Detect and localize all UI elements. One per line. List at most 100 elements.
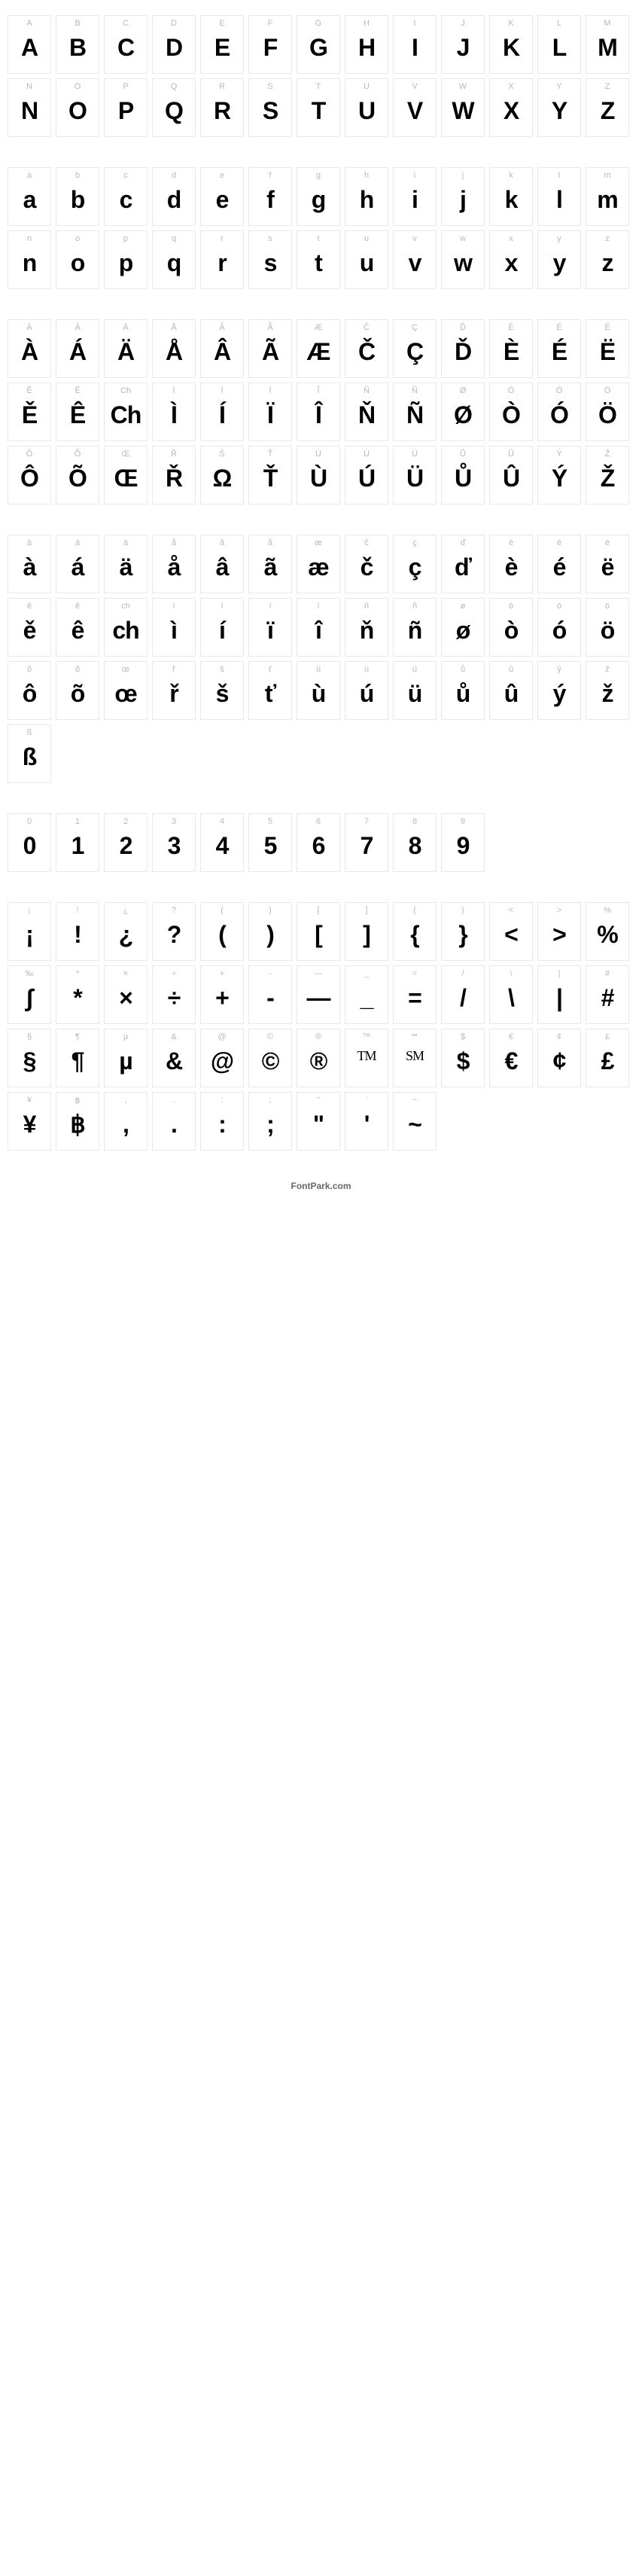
glyph-char: ß	[23, 745, 37, 769]
glyph-label: _	[364, 969, 369, 980]
glyph-cell: JJ	[441, 15, 485, 74]
glyph-label: Ú	[364, 450, 370, 460]
glyph-cell: ãã	[248, 535, 292, 593]
glyph-label: ®	[315, 1032, 321, 1043]
glyph-cell: ýý	[537, 661, 581, 720]
glyph-label: ë	[605, 538, 610, 549]
glyph-char: Ch	[111, 403, 141, 427]
glyph-cell: hh	[345, 167, 388, 226]
glyph-cell: ÛÛ	[489, 446, 533, 505]
glyph-char: w	[454, 251, 472, 275]
glyph-label: €	[509, 1032, 513, 1043]
glyph-cell: vv	[393, 230, 437, 289]
glyph-cell: ÕÕ	[56, 446, 99, 505]
glyph-cell: ++	[200, 965, 244, 1024]
glyph-char: S	[263, 99, 278, 123]
glyph-char: {	[410, 922, 418, 947]
glyph-cell: aa	[8, 167, 51, 226]
glyph-label: (	[221, 906, 224, 916]
glyph-label: Ò	[508, 386, 515, 397]
glyph-cell: ==	[393, 965, 437, 1024]
glyph-char: $	[457, 1049, 470, 1073]
glyph-char: 7	[361, 834, 373, 858]
glyph-char: Č	[358, 340, 375, 364]
glyph-cell: 55	[248, 813, 292, 872]
glyph-char: 3	[168, 834, 181, 858]
glyph-char: Ì	[171, 403, 177, 427]
glyph-label: p	[123, 234, 128, 245]
glyph-cell: ÃÃ	[248, 319, 292, 378]
glyph-label: Û	[508, 450, 514, 460]
glyph-char: ®	[310, 1049, 327, 1073]
glyph-label: ©	[267, 1032, 273, 1043]
glyph-cell: gg	[297, 167, 340, 226]
glyph-section-uppercase-accented: ÀÀÁÁÄÄÅÅÂÂÃÃÆÆČČÇÇĎĎÈÈÉÉËËĚĚÊÊChChÌÌÍÍÏÏ…	[8, 319, 634, 505]
glyph-cell: kk	[489, 167, 533, 226]
glyph-cell: ÖÖ	[586, 383, 629, 441]
glyph-cell: ÈÈ	[489, 319, 533, 378]
glyph-cell: ññ	[393, 598, 437, 657]
glyph-label: )	[269, 906, 272, 916]
glyph-label: +	[220, 969, 224, 980]
glyph-char: ¡	[26, 922, 33, 947]
glyph-cell: ee	[200, 167, 244, 226]
glyph-cell: ÉÉ	[537, 319, 581, 378]
glyph-cell: ))	[248, 902, 292, 961]
glyph-char: :	[218, 1112, 226, 1136]
glyph-cell: àà	[8, 535, 51, 593]
glyph-char: È	[504, 340, 519, 364]
glyph-label: '	[366, 1096, 367, 1106]
glyph-label: ť	[269, 665, 272, 675]
glyph-label: ‰	[26, 969, 34, 980]
glyph-char: Ý	[552, 466, 567, 490]
glyph-char: Ï	[267, 403, 273, 427]
glyph-cell: ÇÇ	[393, 319, 437, 378]
glyph-char: ch	[112, 618, 138, 642]
glyph-label: û	[509, 665, 513, 675]
glyph-char: Ö	[598, 403, 616, 427]
glyph-cell: ii	[393, 167, 437, 226]
glyph-cell: yy	[537, 230, 581, 289]
glyph-char: M	[598, 35, 617, 59]
glyph-char: Ž	[601, 466, 615, 490]
glyph-cell: UU	[345, 78, 388, 137]
glyph-cell: FF	[248, 15, 292, 74]
glyph-char: Â	[214, 340, 230, 364]
glyph-char: Î	[315, 403, 321, 427]
glyph-label: ê	[75, 602, 80, 612]
glyph-cell: šš	[200, 661, 244, 720]
glyph-label: |	[558, 969, 561, 980]
glyph-cell: ww	[441, 230, 485, 289]
glyph-label: ů	[461, 665, 465, 675]
glyph-char: !	[74, 922, 81, 947]
glyph-cell: ìì	[152, 598, 196, 657]
glyph-char: U	[358, 99, 375, 123]
glyph-cell: @@	[200, 1029, 244, 1087]
glyph-label: >	[557, 906, 561, 916]
glyph-cell: ææ	[297, 535, 340, 593]
glyph-char: =	[408, 986, 421, 1010]
glyph-char: %	[597, 922, 617, 947]
glyph-char: 8	[409, 834, 421, 858]
glyph-cell: ££	[586, 1029, 629, 1087]
glyph-cell: {{	[393, 902, 437, 961]
glyph-char: č	[361, 555, 373, 579]
glyph-char: ě	[23, 618, 36, 642]
glyph-char: +	[215, 986, 229, 1010]
glyph-label: ô	[27, 665, 32, 675]
glyph-cell: ÄÄ	[104, 319, 148, 378]
glyph-label: r	[221, 234, 224, 245]
glyph-label: V	[412, 82, 417, 93]
glyph-label: —	[315, 969, 323, 980]
glyph-cell: 66	[297, 813, 340, 872]
glyph-cell: ŒŒ	[104, 446, 148, 505]
glyph-char: ř	[169, 681, 178, 706]
glyph-label: ch	[121, 602, 130, 612]
glyph-label: i	[414, 171, 415, 181]
glyph-char: 4	[216, 834, 229, 858]
glyph-label: ï	[269, 602, 271, 612]
glyph-label: Ã	[267, 323, 272, 334]
glyph-char: ü	[408, 681, 422, 706]
glyph-char: ,	[123, 1112, 129, 1136]
glyph-cell: çç	[393, 535, 437, 593]
